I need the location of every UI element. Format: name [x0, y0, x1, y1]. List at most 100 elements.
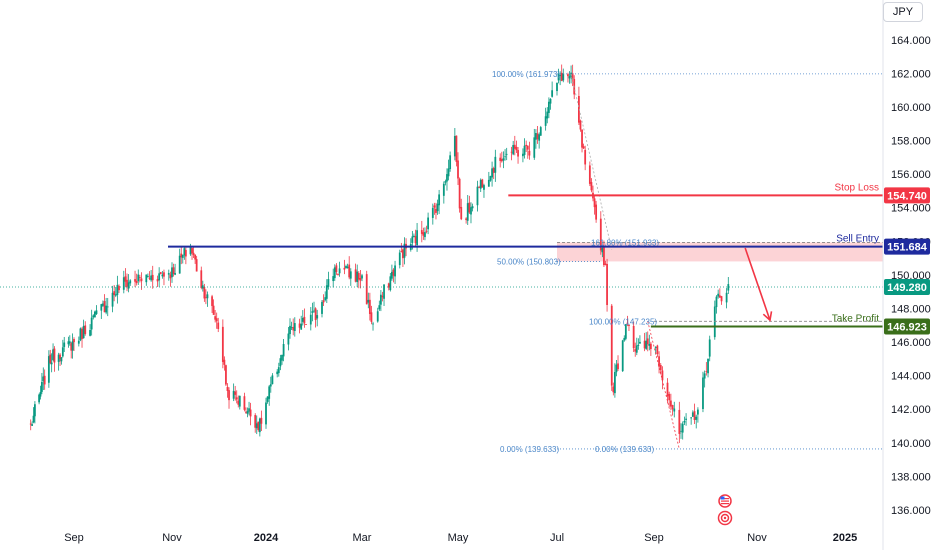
candle-body — [145, 274, 148, 283]
candle-body — [669, 400, 672, 407]
candle-body — [691, 412, 694, 417]
candle-body — [556, 82, 558, 92]
candle-body — [411, 236, 414, 243]
price-tag-label: 151.684 — [887, 242, 928, 254]
candle-body — [324, 297, 327, 301]
candle-body — [134, 279, 136, 282]
candle-body — [613, 372, 616, 394]
candle-body — [623, 337, 626, 341]
price-tick-label: 158.000 — [891, 136, 931, 148]
candle-body — [525, 144, 528, 147]
candle-body — [226, 386, 229, 391]
candle-body — [678, 409, 681, 434]
candle-body — [147, 276, 149, 278]
fib-label: 0.00% (139.633) — [500, 445, 559, 454]
candle-body — [522, 153, 524, 157]
candle-body — [372, 323, 374, 325]
candle-body — [159, 272, 162, 274]
candle-body — [82, 325, 85, 339]
candle-body — [697, 409, 699, 415]
candle-body — [438, 194, 441, 206]
time-tick-label: Sep — [64, 532, 84, 544]
candle-body — [637, 344, 640, 346]
candle-body — [533, 137, 536, 158]
candle-body — [720, 296, 723, 302]
candle-body — [325, 285, 328, 299]
candle-body — [105, 305, 108, 313]
us-flag-event-icon[interactable] — [718, 494, 732, 508]
candle-body — [579, 120, 582, 130]
price-tag-label: 146.923 — [887, 322, 927, 334]
candle-body — [92, 315, 95, 318]
candle-body — [544, 116, 547, 126]
candle-body — [57, 354, 60, 362]
candle-body — [289, 325, 291, 335]
currency-button[interactable]: JPY — [883, 2, 923, 22]
candle-body — [279, 358, 282, 367]
time-axis: Sep Nov 2024 Mar May Jul Sep Nov 2025 — [64, 532, 857, 544]
candle-body — [223, 359, 226, 365]
projection-arrow — [744, 247, 771, 321]
candle-body — [195, 259, 198, 272]
current-price-tag-label: 149.280 — [887, 282, 927, 294]
fib-trend-line — [570, 73, 613, 250]
candle-body — [668, 393, 671, 401]
candle-body — [376, 311, 379, 322]
candle-body — [313, 310, 315, 312]
candle-body — [49, 354, 52, 364]
candle-body — [557, 73, 560, 81]
candles-layer — [29, 64, 730, 443]
candle-body — [277, 367, 280, 374]
candle-body — [327, 279, 330, 287]
candle-body — [455, 135, 458, 162]
candle-body — [249, 409, 252, 417]
candle-body — [266, 396, 269, 402]
candle-body — [31, 424, 34, 426]
fib-label: 100.00% (147.235) — [589, 317, 657, 326]
candle-body — [402, 249, 404, 259]
candle-body — [517, 150, 519, 157]
candle-body — [444, 181, 447, 183]
candle-body — [539, 127, 542, 136]
candle-body — [314, 308, 317, 321]
price-tick-label: 160.000 — [891, 102, 931, 114]
candle-body — [391, 271, 393, 279]
candle-body — [332, 276, 335, 282]
candle-body — [268, 386, 271, 399]
candle-body — [311, 311, 314, 313]
candle-body — [167, 273, 170, 275]
candle-body — [367, 299, 370, 303]
candle-body — [680, 430, 682, 432]
candle-body — [180, 253, 183, 258]
candle-body — [381, 295, 384, 298]
candle-body — [659, 365, 662, 371]
economic-event-icon[interactable] — [717, 510, 733, 526]
candle-body — [235, 397, 238, 400]
fib-label: 161.80% (151.933) — [591, 238, 659, 247]
candle-body — [357, 273, 360, 280]
candle-body — [708, 339, 711, 357]
candle-body — [683, 420, 686, 423]
price-tag — [884, 187, 930, 204]
levels-layer: Stop Loss Sell Entry Take Profit — [0, 182, 883, 328]
candle-body — [370, 312, 373, 322]
candle-body — [95, 310, 98, 314]
candle-body — [200, 270, 203, 288]
candle-body — [368, 299, 371, 315]
candle-body — [422, 232, 425, 236]
level-label: Take Profit — [832, 314, 879, 325]
candle-body — [238, 395, 241, 407]
candle-body — [260, 417, 263, 424]
candle-body — [535, 132, 537, 140]
candle-body — [50, 362, 53, 365]
candle-body — [725, 292, 728, 303]
candle-body — [287, 333, 290, 345]
candle-body — [232, 390, 235, 399]
candle-body — [510, 151, 513, 153]
candle-body — [681, 423, 684, 433]
candle-body — [60, 357, 63, 362]
candle-body — [547, 101, 550, 114]
candle-body — [599, 218, 602, 251]
candle-body — [191, 248, 193, 254]
